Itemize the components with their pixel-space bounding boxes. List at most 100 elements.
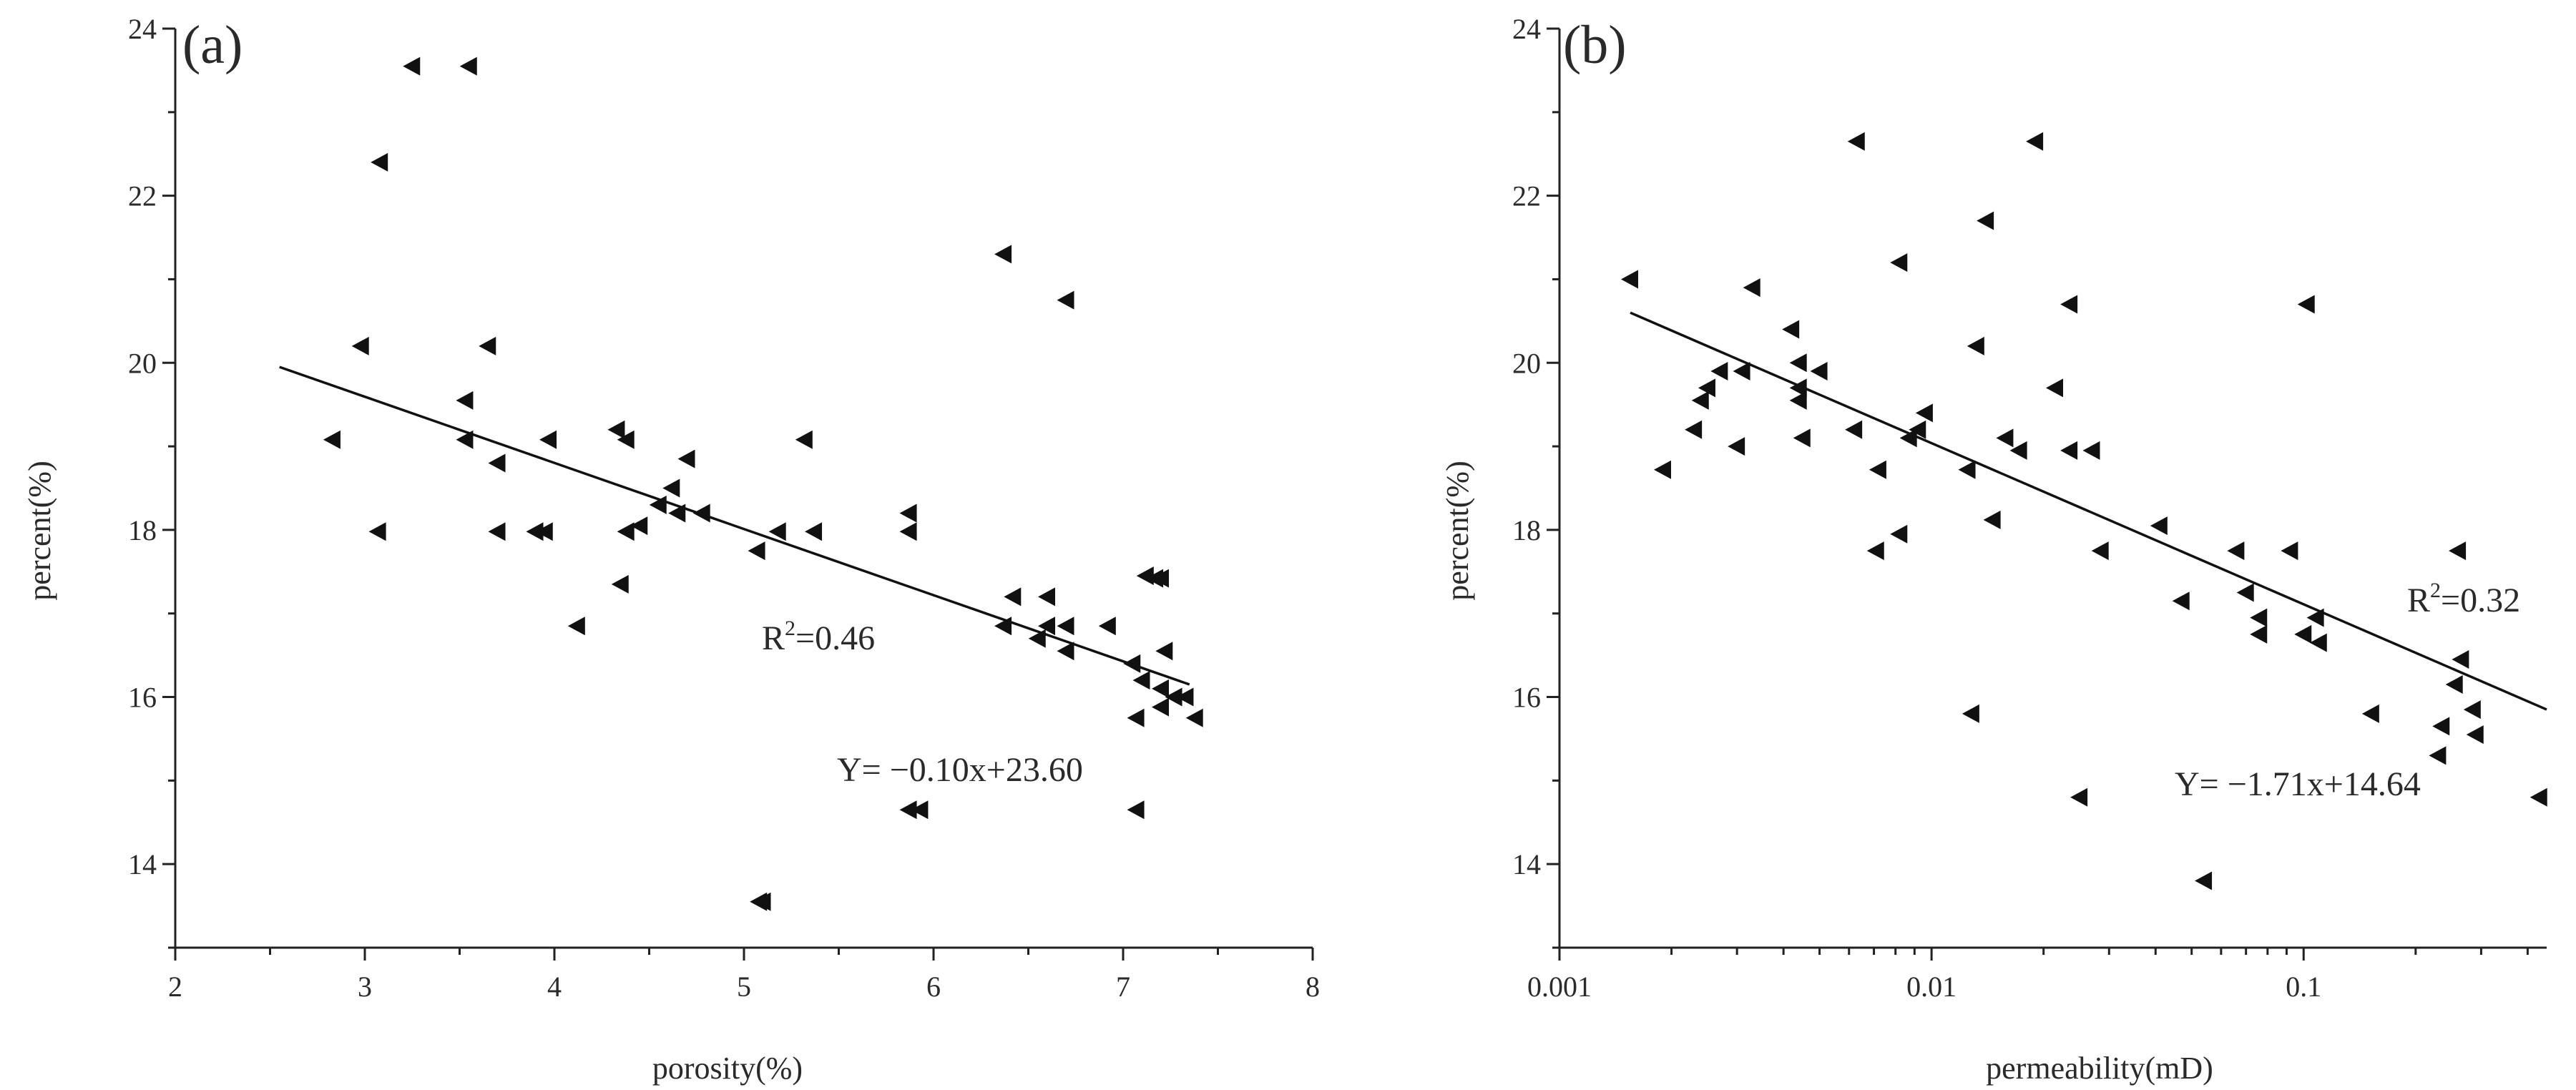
panel-a-y-tick-label: 20 bbox=[128, 347, 157, 379]
panel-a-x-tick-label: 8 bbox=[1306, 971, 1320, 1003]
panel-b-data-point bbox=[1967, 336, 1984, 355]
panel-b-data-point bbox=[1962, 704, 1979, 723]
panel-a-data-point bbox=[899, 522, 917, 541]
panel-a-data-point bbox=[371, 152, 388, 172]
panel-a-data-point bbox=[1155, 642, 1173, 661]
panel-a-data-point bbox=[456, 391, 474, 410]
panel-b-data-point bbox=[2026, 132, 2044, 151]
panel-b-data-point bbox=[2297, 295, 2315, 314]
panel-b-data-point bbox=[2009, 441, 2027, 460]
panel-a-data-point bbox=[1057, 290, 1074, 310]
panel-b-data-point bbox=[2046, 378, 2064, 398]
panel-a-label: (a) bbox=[182, 15, 243, 75]
panel-b-data-point bbox=[1909, 420, 1926, 439]
panel-a-data-point bbox=[630, 516, 648, 536]
panel-b-data-point bbox=[2070, 787, 2088, 807]
panel-b-xlabel: permeability(mD) bbox=[1986, 1051, 2213, 1086]
panel-b-data-point bbox=[1810, 361, 1828, 380]
panel-a-data-point bbox=[1028, 629, 1046, 648]
panel-b-data-point bbox=[1869, 460, 1886, 479]
panel-a-data-point bbox=[617, 430, 635, 449]
panel-a-y-tick-label: 18 bbox=[128, 514, 157, 546]
panel-b-data-point bbox=[1915, 403, 1933, 423]
panel-b-y-tick-label: 22 bbox=[1512, 180, 1541, 212]
panel-a-data-point bbox=[662, 478, 680, 498]
panel-a-r2-exponent: 2 bbox=[785, 617, 795, 640]
panel-b-data-point bbox=[2361, 704, 2379, 723]
panel-a-data-point bbox=[1176, 687, 1194, 707]
panel-b-data-point bbox=[2195, 871, 2213, 890]
panel-b-data-point bbox=[1733, 361, 1750, 380]
panel-a-data-point bbox=[567, 617, 585, 636]
panel-a-data-point bbox=[488, 522, 506, 541]
panel-b-data-point bbox=[2227, 541, 2245, 561]
panel-a-data-point bbox=[805, 522, 823, 541]
panel-a-data-point bbox=[607, 420, 625, 439]
panel-b-data-point bbox=[2281, 541, 2298, 561]
panel-b-data-point bbox=[1743, 278, 1760, 298]
panel-b-data-point bbox=[1890, 524, 1908, 544]
panel-b-equation: Y= −1.71x+14.64 bbox=[2175, 765, 2421, 803]
panel-b-y-tick-label: 14 bbox=[1512, 848, 1541, 880]
panel-b-data-point bbox=[1845, 420, 1863, 439]
panel-a: (a) percent(%) porosity(%) R2=0.46 Y= −0… bbox=[22, 13, 1320, 1086]
panel-b-y-tick-label: 24 bbox=[1512, 13, 1541, 45]
panel-a-data-point bbox=[1004, 587, 1022, 607]
panel-a-data-point bbox=[323, 430, 341, 449]
panel-b-fit-line bbox=[1630, 311, 2547, 711]
panel-b-data-point bbox=[2463, 700, 2481, 720]
panel-b-data-point bbox=[2466, 725, 2484, 745]
panel-b-x-tick-label: 0.001 bbox=[1527, 971, 1592, 1003]
panel-b-data-point bbox=[2429, 746, 2447, 765]
panel-b-data-point bbox=[2172, 591, 2190, 611]
panel-a-data-point bbox=[459, 57, 477, 76]
panel-a-data-point bbox=[535, 522, 553, 541]
panel-a-data-point bbox=[456, 430, 474, 449]
panel-a-data-point bbox=[899, 800, 917, 820]
panel-a-data-point bbox=[611, 574, 629, 594]
panel-a-data-point bbox=[403, 57, 421, 76]
panel-b-x-tick-label: 0.01 bbox=[1906, 971, 1957, 1003]
panel-a-x-tick-label: 5 bbox=[737, 971, 751, 1003]
panel-a-data-point bbox=[649, 495, 667, 514]
panel-a-data-point bbox=[1057, 642, 1074, 661]
panel-a-data-point bbox=[1136, 566, 1154, 586]
panel-a-y-tick-label: 22 bbox=[128, 180, 157, 212]
panel-b-r2-prefix: R bbox=[2407, 581, 2430, 619]
panel-a-ylabel: percent(%) bbox=[22, 461, 57, 600]
panel-a-y-tick-label: 16 bbox=[128, 682, 157, 714]
panel-b-y-tick-label: 16 bbox=[1512, 682, 1541, 714]
panel-a-data-point bbox=[1132, 671, 1150, 690]
panel-b-y-tick-label: 20 bbox=[1512, 347, 1541, 379]
panel-b-data-point bbox=[2250, 624, 2268, 644]
panel-b-data-point bbox=[1866, 541, 1884, 561]
panel-b-data-point bbox=[1996, 428, 2014, 448]
panel-a-data-point bbox=[692, 504, 710, 523]
panel-a-x-tick-label: 7 bbox=[1116, 971, 1130, 1003]
panel-a-data-point bbox=[1152, 697, 1169, 717]
panel-b-data-point bbox=[1899, 428, 1917, 448]
panel-a-data-point bbox=[668, 504, 686, 523]
panel-b-data-point bbox=[2294, 624, 2312, 644]
panel-b-data-point bbox=[1958, 460, 1976, 479]
panel-a-data-point bbox=[753, 892, 771, 911]
panel-a-data-point bbox=[768, 522, 786, 541]
panel-b-data-point bbox=[1710, 361, 1728, 380]
panel-a-data-point bbox=[911, 800, 929, 820]
panel-b-data-point bbox=[1620, 270, 1638, 289]
panel-b-label: (b) bbox=[1563, 15, 1627, 75]
panel-a-x-tick-label: 2 bbox=[168, 971, 182, 1003]
panel-b-ylabel: percent(%) bbox=[1440, 461, 1475, 600]
panel-a-data-point bbox=[1152, 569, 1169, 588]
panel-b-data-point bbox=[2306, 608, 2324, 627]
panel-a-data-point bbox=[1185, 708, 1203, 727]
panel-b-data-point bbox=[2445, 675, 2463, 694]
panel-b-data-point bbox=[2432, 717, 2450, 736]
panel-a-data-point bbox=[994, 617, 1012, 636]
panel-b-data-point bbox=[1698, 378, 1715, 398]
panel-b-data-point bbox=[1789, 353, 1807, 373]
panel-b-data-point bbox=[2060, 441, 2078, 460]
panel-a-data-point bbox=[1098, 617, 1116, 636]
panel-b-r2-exponent: 2 bbox=[2430, 579, 2441, 602]
